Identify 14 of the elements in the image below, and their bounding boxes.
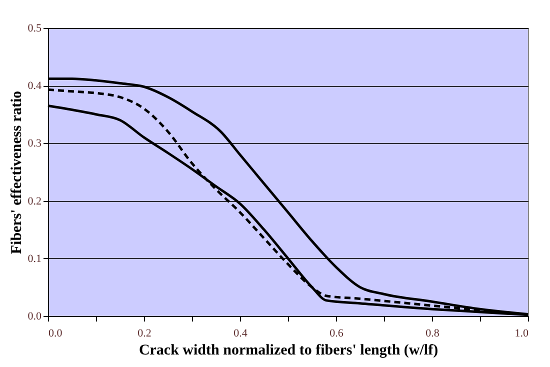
y-tick-label: 0.5 bbox=[28, 22, 42, 34]
y-tick-label: 0.1 bbox=[28, 252, 42, 265]
x-tick-label: 0.2 bbox=[138, 328, 152, 340]
x-tick-label: 1.0 bbox=[514, 328, 529, 340]
x-tick-label: 0.4 bbox=[234, 328, 248, 340]
y-tick-label: 0.4 bbox=[28, 80, 42, 92]
x-tick-label: 0.6 bbox=[330, 328, 344, 340]
y-tick-label: 0.3 bbox=[28, 138, 42, 150]
y-tick-label: 0.2 bbox=[28, 195, 42, 208]
x-axis-title: Crack width normalized to fibers' length (w/lf) bbox=[138, 342, 438, 358]
x-tick-label: 0.0 bbox=[48, 328, 63, 340]
y-tick-label: 0.0 bbox=[28, 310, 42, 322]
x-tick-label: 0.8 bbox=[426, 328, 440, 340]
y-axis-title: Fibers' effectiveness ratio bbox=[8, 90, 25, 254]
